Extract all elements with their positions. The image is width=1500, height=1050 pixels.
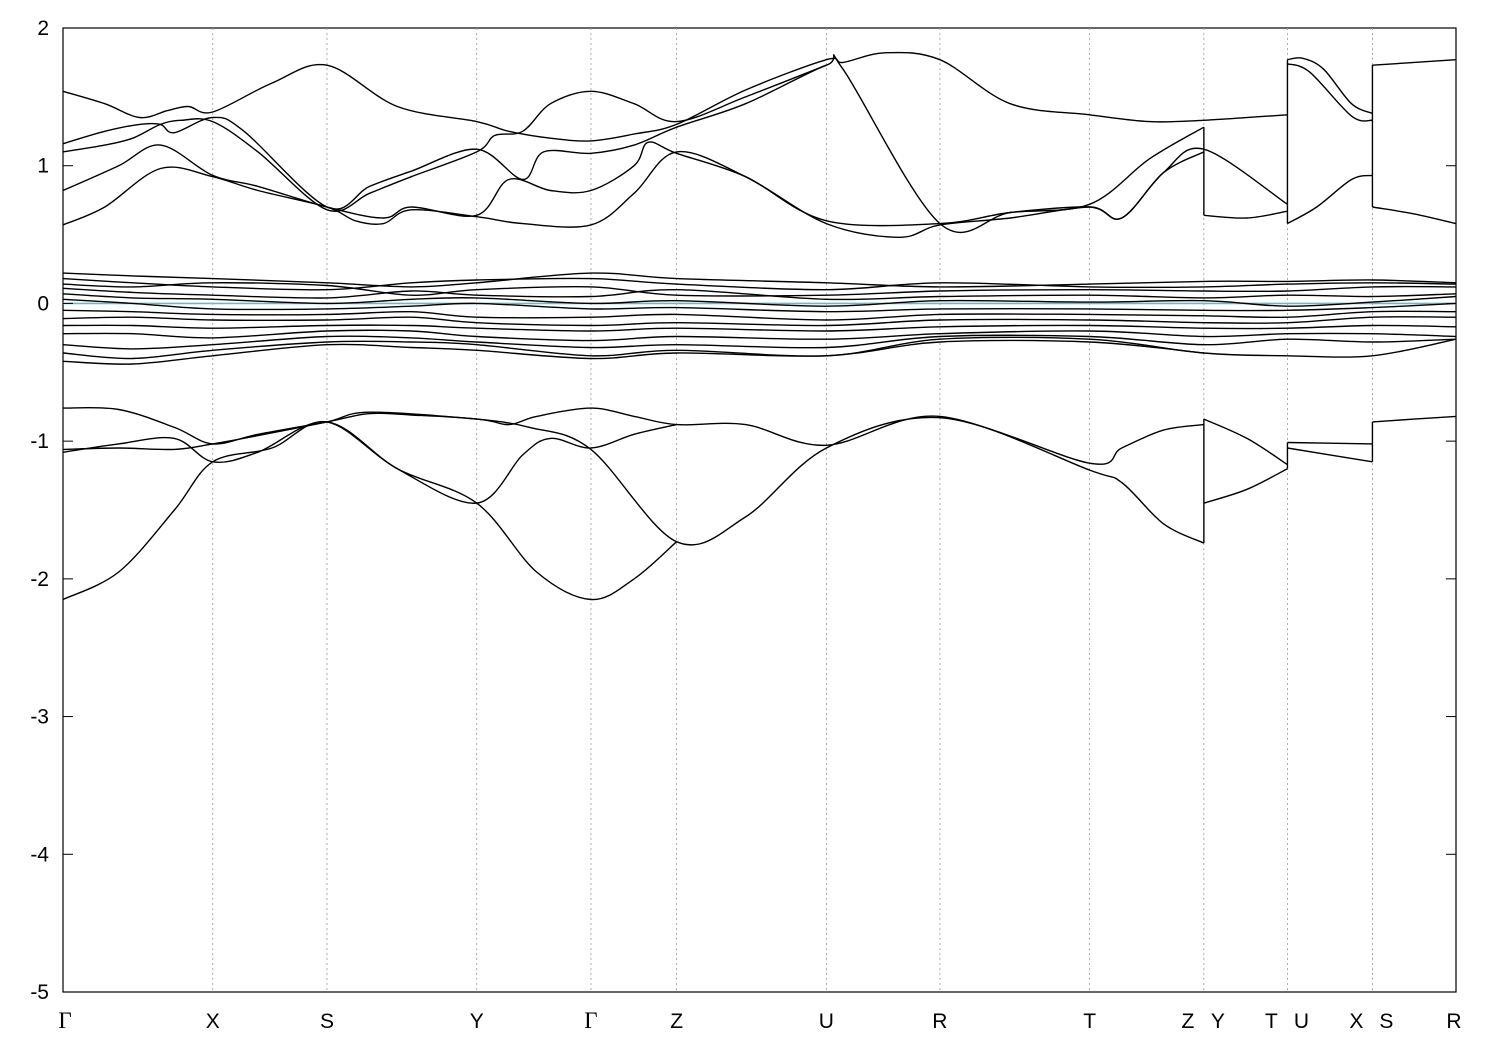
y-tick-label: -2 [30,568,49,591]
kpoint-label: Γ [58,1008,71,1033]
kpoint-label: T [1083,1010,1096,1033]
band-line-9 [1372,59,1457,66]
kpoint-label: X [206,1010,220,1033]
kpoint-label: Y [1211,1010,1225,1033]
y-tick-label: -3 [30,706,49,729]
band-line-23 [62,339,1204,365]
kpoint-label: Z [1181,1010,1194,1033]
kpoint-label: Y [470,1010,484,1033]
band-line-19 [62,324,1457,332]
band-line-3 [62,141,1288,227]
band-line-32 [1372,415,1457,423]
band-line-28 [1203,468,1288,504]
band-line-1 [62,54,1205,234]
band-line-5 [1203,210,1288,219]
band-line-31 [1287,447,1373,463]
kpoint-label: T [1265,1010,1278,1033]
band-line-8 [1287,174,1373,225]
band-line-0 [62,51,1288,142]
kpoint-label: X [1349,1010,1363,1033]
y-tick-label: -5 [30,981,49,1004]
band-line-10 [1372,206,1457,225]
kpoint-label: R [932,1010,947,1033]
kpoint-label: U [819,1010,834,1033]
band-line-26 [62,421,677,504]
band-line-14 [62,287,1457,301]
band-line-18 [62,316,1457,327]
band-line-16 [62,298,1457,313]
y-axis: 2 1 0 -1 -2 -3 -4 -5 [30,17,1456,1004]
y-tick-label: 0 [37,292,49,315]
kpoint-label: U [1294,1010,1309,1033]
band-line-15 [62,293,1457,307]
band-line-2 [62,64,827,212]
plot-frame [62,27,1457,993]
kpoint-label: Z [670,1010,683,1033]
kpoint-label: Γ [584,1008,597,1033]
band-line-11 [62,272,1457,288]
y-tick-label: -1 [30,430,49,453]
y-tick-label: 1 [37,155,49,178]
band-line-13 [62,282,1457,297]
kpoint-label: S [320,1010,334,1033]
y-tick-label: -4 [30,843,49,866]
band-line-27 [62,420,678,601]
band-lines [62,51,1457,601]
band-line-20 [62,329,1457,342]
band-line-6 [1287,57,1373,115]
kpoint-label: S [1379,1010,1393,1033]
band-line-4 [62,150,1205,239]
band-line-21 [62,334,1457,350]
band-line-22 [62,336,1457,360]
band-line-25 [62,407,1205,544]
kpoint-grid [212,28,1373,992]
band-line-12 [62,277,1457,291]
kpoint-label: R [1446,1010,1461,1033]
band-line-30 [1287,441,1373,445]
band-line-17 [62,309,1457,321]
band-line-7 [1287,63,1373,122]
band-line-24 [62,406,1204,546]
band-line-29 [1203,418,1288,466]
y-tick-label: 2 [37,17,49,40]
